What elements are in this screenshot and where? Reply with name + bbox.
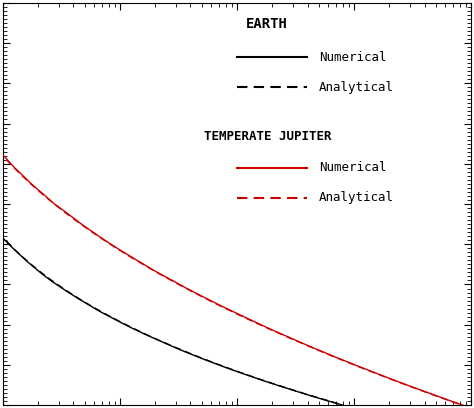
Text: Numerical: Numerical xyxy=(319,161,386,174)
Text: Analytical: Analytical xyxy=(319,191,394,204)
Text: Analytical: Analytical xyxy=(319,81,394,94)
Text: TEMPERATE JUPITER: TEMPERATE JUPITER xyxy=(204,130,332,142)
Text: Numerical: Numerical xyxy=(319,51,386,64)
Text: EARTH: EARTH xyxy=(246,17,288,31)
